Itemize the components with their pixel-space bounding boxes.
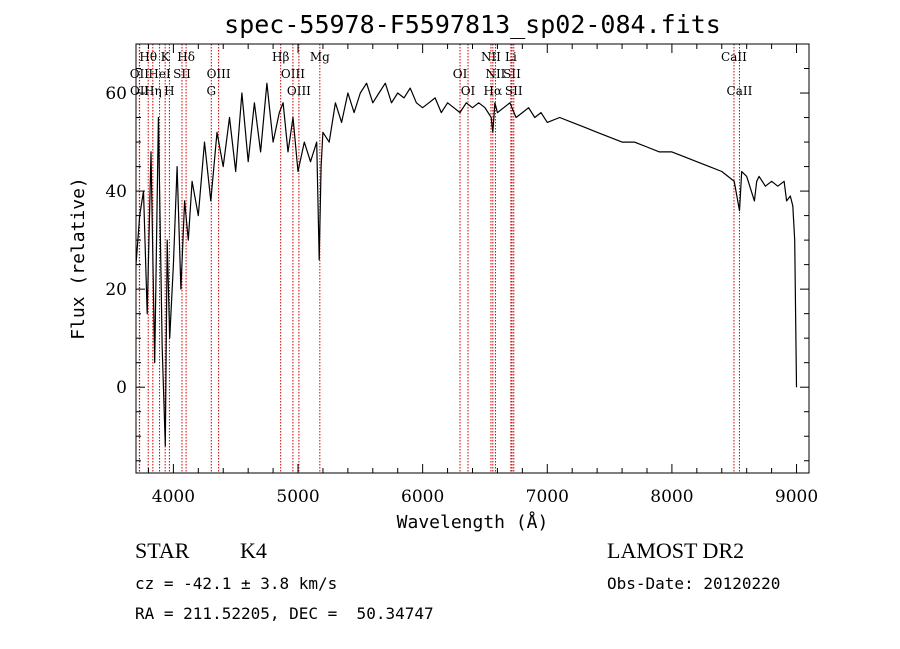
chart-title: spec-55978-F5597813_sp02-084.fits bbox=[224, 10, 721, 39]
x-tick-label: 5000 bbox=[276, 487, 319, 507]
spectral-line-label: G bbox=[206, 84, 216, 98]
spectral-line-label: NII bbox=[481, 50, 501, 64]
spectral-line-label: SII bbox=[503, 67, 521, 81]
redshift-text: cz = -42.1 ± 3.8 km/s bbox=[135, 574, 338, 593]
spectral-line-label: Mg bbox=[310, 50, 330, 64]
object-class: STAR bbox=[135, 538, 190, 563]
y-tick-label: 20 bbox=[105, 280, 127, 300]
y-tick-label: 40 bbox=[105, 182, 127, 202]
x-tick-label: 6000 bbox=[401, 487, 444, 507]
obs-date: Obs-Date: 20120220 bbox=[607, 574, 781, 593]
spectral-line-label: Li bbox=[505, 50, 517, 64]
survey-name: LAMOST DR2 bbox=[607, 538, 745, 563]
spectral-line-label: Hθ bbox=[139, 50, 157, 64]
series-group bbox=[135, 82, 798, 447]
coordinates: RA = 211.52205, DEC = 50.34747 bbox=[135, 604, 434, 623]
x-tick-label: 9000 bbox=[775, 487, 818, 507]
y-tick-label: 0 bbox=[116, 378, 127, 398]
spectral-line-label: CaII bbox=[721, 50, 747, 64]
spectral-line-label: OII bbox=[130, 84, 150, 98]
plot-frame bbox=[135, 43, 810, 474]
spectral-line-label: K bbox=[161, 50, 171, 64]
spectral-line-label: H bbox=[164, 84, 174, 98]
spectral-line-label: Hβ bbox=[272, 50, 289, 64]
spectral-line-label: CaII bbox=[727, 84, 753, 98]
spectral-line-label: Hδ bbox=[177, 50, 195, 64]
spectral-line-label: OI bbox=[453, 67, 468, 81]
x-axis-ticks: 4000 5000 6000 7000 8000 9000 bbox=[147, 44, 818, 507]
x-tick-label: 4000 bbox=[152, 487, 195, 507]
spectral-line-label: Hα bbox=[484, 84, 503, 98]
y-axis-label: Flux (relative) bbox=[68, 177, 89, 340]
x-tick-label: 7000 bbox=[526, 487, 569, 507]
y-axis-ticks: 0 20 40 60 bbox=[105, 43, 809, 462]
spectral-line-label: SII bbox=[173, 67, 191, 81]
spectral-line-label: Hη bbox=[144, 84, 162, 98]
spectral-line-markers bbox=[138, 44, 740, 473]
spectrum-line bbox=[135, 82, 798, 447]
spectral-line-label: OI bbox=[461, 84, 476, 98]
spectral-line-label: OII bbox=[130, 67, 150, 81]
x-tick-label: 8000 bbox=[650, 487, 693, 507]
x-axis-label: Wavelength (Å) bbox=[397, 511, 549, 533]
spectral-line-label: NII bbox=[485, 67, 505, 81]
y-tick-label: 60 bbox=[105, 84, 127, 104]
spectral-line-label: OIII bbox=[287, 84, 311, 98]
spectral-line-label: OIII bbox=[281, 67, 305, 81]
spectral-line-label: SII bbox=[505, 84, 523, 98]
spectral-line-label: OIII bbox=[207, 67, 231, 81]
object-subclass: K4 bbox=[240, 538, 267, 563]
spectral-line-label: HeI bbox=[148, 67, 171, 81]
